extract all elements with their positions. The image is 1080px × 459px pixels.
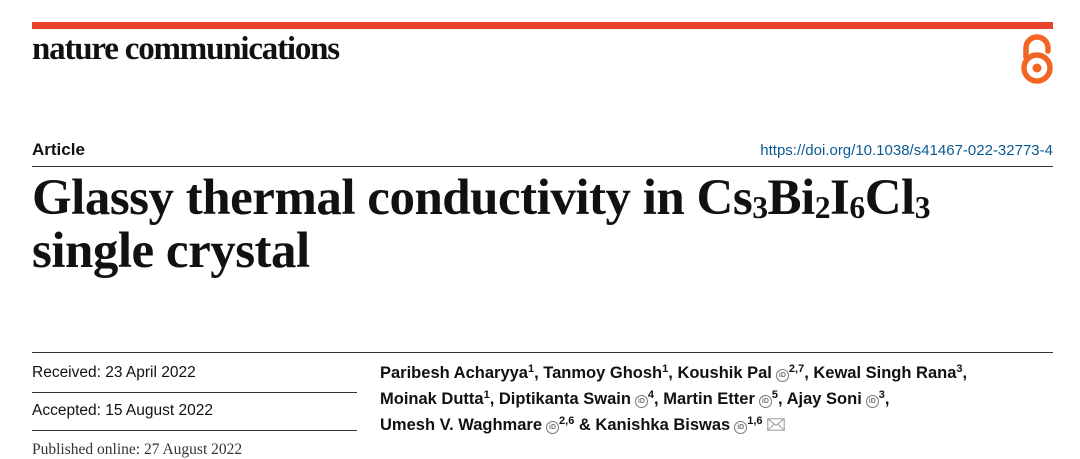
author[interactable]: Martin Etter iD5 [663, 389, 779, 408]
title-formula: Cs3Bi2I6Cl3 [696, 170, 931, 226]
orcid-icon[interactable]: iD [865, 395, 879, 408]
doi-link[interactable]: https://doi.org/10.1038/s41467-022-32773… [760, 142, 1053, 159]
divider [32, 352, 1053, 353]
article-title: Glassy thermal conductivity in Cs3Bi2I6C… [32, 172, 1062, 278]
journal-name[interactable]: nature communications [32, 31, 340, 67]
orcid-icon[interactable]: iD [758, 395, 772, 408]
divider [32, 430, 357, 431]
orcid-icon[interactable]: iD [634, 395, 648, 408]
author[interactable]: Umesh V. Waghmare iD2,6 [380, 415, 575, 434]
author[interactable]: Kewal Singh Rana3 [813, 363, 963, 383]
open-access-lock-icon [1021, 34, 1053, 84]
author-list: Paribesh Acharyya1, Tanmoy Ghosh1, Koush… [380, 363, 968, 434]
author[interactable]: Kanishka Biswas iD1,6 [595, 416, 785, 434]
author[interactable]: Tanmoy Ghosh1 [543, 363, 669, 383]
author[interactable]: Paribesh Acharyya1 [380, 363, 535, 383]
accepted-date: Accepted: 15 August 2022 [32, 402, 213, 419]
author[interactable]: Moinak Dutta1 [380, 389, 490, 409]
author[interactable]: Koushik Pal iD2,7 [677, 363, 805, 382]
author[interactable]: Diptikanta Swain iD4 [498, 389, 655, 408]
divider [32, 166, 1053, 167]
published-date: Published online: 27 August 2022 [32, 441, 243, 458]
mail-icon[interactable] [766, 418, 785, 431]
title-line-2: single crystal [32, 223, 310, 279]
article-type: Article [32, 140, 85, 159]
accent-bar [32, 22, 1053, 29]
received-date: Received: 23 April 2022 [32, 364, 196, 381]
orcid-icon[interactable]: iD [734, 421, 748, 434]
author[interactable]: Ajay Soni iD3 [786, 389, 885, 408]
orcid-icon[interactable]: iD [546, 421, 560, 434]
divider [32, 392, 357, 393]
orcid-icon[interactable]: iD [775, 369, 789, 382]
title-text: Glassy thermal conductivity in [32, 170, 697, 226]
